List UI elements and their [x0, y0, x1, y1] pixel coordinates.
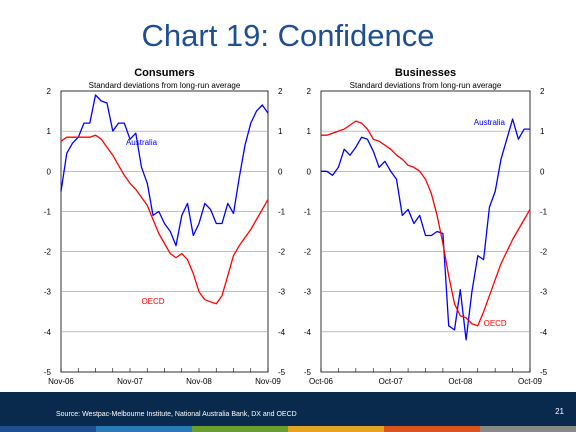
chart-title: Consumers — [134, 67, 195, 79]
y-tick-label-right: -2 — [278, 248, 286, 257]
y-tick-label-left: 2 — [307, 87, 312, 96]
y-tick-label-right: -3 — [278, 288, 286, 297]
y-tick-label-right: 2 — [278, 87, 283, 96]
source-note: Source: Westpac-Melbourne Institute, Nat… — [56, 411, 297, 418]
y-tick-label-right: -5 — [540, 368, 548, 377]
y-tick-label-right: -4 — [540, 328, 548, 337]
oecd-series-line — [60, 134, 269, 305]
page-number: 21 — [555, 407, 564, 416]
y-tick-label-left: -2 — [304, 248, 312, 257]
y-tick-label-left: -1 — [44, 207, 52, 216]
y-tick-label-right: 2 — [540, 87, 545, 96]
slide-title: Chart 19: Confidence — [141, 18, 435, 53]
y-tick-label-left: -5 — [44, 368, 52, 377]
stripe-segment — [96, 426, 192, 432]
y-tick-label-left: -5 — [304, 368, 312, 377]
y-tick-label-right: -1 — [540, 207, 548, 216]
stripe-segment — [0, 426, 96, 432]
y-tick-label-right: -4 — [278, 328, 286, 337]
y-tick-label-right: 1 — [540, 127, 545, 136]
x-tick-label: Oct-08 — [448, 377, 473, 386]
x-tick-label: Oct-09 — [518, 377, 543, 386]
y-tick-label-right: -5 — [278, 368, 286, 377]
businesses-chart: Businesses Standard deviations from long-… — [304, 67, 548, 386]
stripe-segment — [192, 426, 288, 432]
y-tick-label-left: -1 — [304, 207, 312, 216]
y-tick-label-right: -2 — [540, 248, 548, 257]
footer-bar: Source: Westpac-Melbourne Institute, Nat… — [0, 392, 576, 426]
y-tick-label-right: 0 — [540, 167, 545, 176]
y-tick-label-left: -3 — [304, 288, 312, 297]
y-tick-label-left: 0 — [47, 167, 52, 176]
x-tick-label: Nov-08 — [186, 377, 212, 386]
oecd-series-line — [321, 120, 531, 327]
y-tick-label-right: 0 — [278, 167, 283, 176]
consumers-chart: Consumers Standard deviations from long-r… — [44, 67, 286, 386]
y-tick-label-left: 1 — [47, 127, 52, 136]
australia-series-line — [60, 94, 269, 247]
y-tick-label-right: -3 — [540, 288, 548, 297]
plot-frame — [320, 90, 531, 373]
stripe-segment — [384, 426, 480, 432]
y-tick-label-left: -4 — [44, 328, 52, 337]
y-tick-label-left: 2 — [47, 87, 52, 96]
x-tick-label: Nov-06 — [48, 377, 74, 386]
stripe-segment — [480, 426, 576, 432]
y-tick-label-left: 1 — [307, 127, 312, 136]
x-tick-label: Oct-07 — [379, 377, 404, 386]
chart-subtitle: Standard deviations from long-run averag… — [89, 81, 241, 90]
chart-subtitle: Standard deviations from long-run averag… — [350, 81, 502, 90]
footer-stripe — [0, 426, 576, 432]
charts-canvas: Consumers Standard deviations from long-r… — [44, 67, 548, 386]
y-tick-label-left: -2 — [44, 248, 52, 257]
chart-title: Businesses — [395, 67, 456, 79]
series-annotation: OECD — [484, 319, 507, 328]
y-tick-label-left: -3 — [44, 288, 52, 297]
plot-frame — [60, 90, 269, 373]
australia-series-line — [321, 118, 530, 341]
stripe-segment — [288, 426, 384, 432]
y-tick-label-right: 1 — [278, 127, 283, 136]
series-annotation: Australia — [126, 138, 158, 147]
series-annotation: Australia — [474, 118, 506, 127]
series-annotation: OECD — [141, 297, 164, 306]
x-tick-label: Oct-06 — [309, 377, 334, 386]
y-tick-label-left: 0 — [307, 167, 312, 176]
y-tick-label-left: -4 — [304, 328, 312, 337]
y-tick-label-right: -1 — [278, 207, 286, 216]
x-tick-label: Nov-07 — [117, 377, 143, 386]
x-tick-label: Nov-09 — [255, 377, 281, 386]
